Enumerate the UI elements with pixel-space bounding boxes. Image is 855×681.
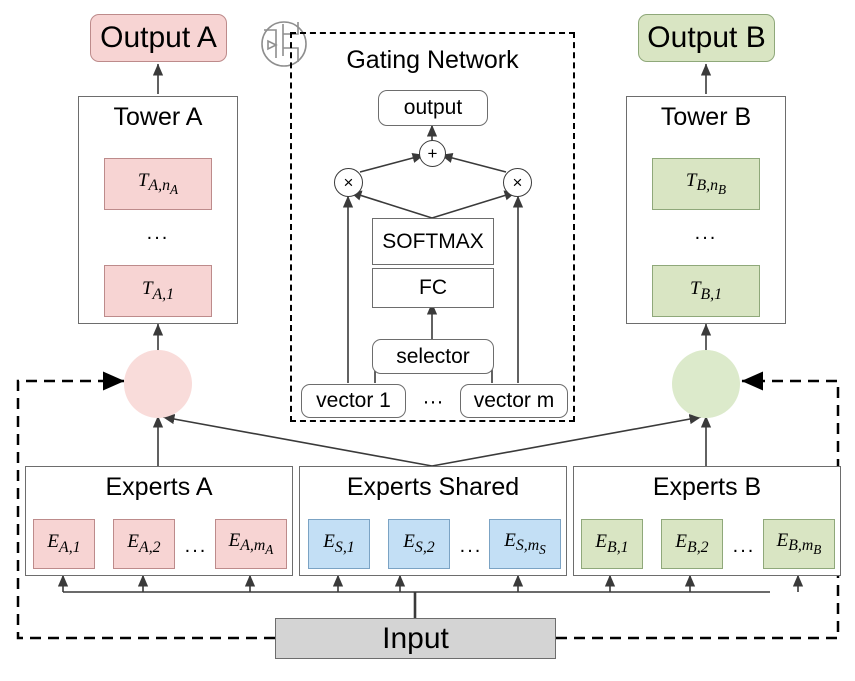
softmax-box[interactable]: SOFTMAX bbox=[372, 218, 494, 265]
multiply-operator-left: × bbox=[334, 168, 363, 197]
tower-b-ellipsis: ... bbox=[694, 222, 718, 244]
fc-box[interactable]: FC bbox=[372, 268, 494, 308]
experts-shared-title: Experts Shared bbox=[346, 473, 520, 501]
expert-cell[interactable]: EA,mA bbox=[215, 519, 287, 569]
tower-a-ellipsis: ... bbox=[146, 222, 170, 244]
expert-s-1-label: ES,1 bbox=[323, 531, 355, 556]
input-box[interactable]: Input bbox=[275, 618, 556, 659]
gating-network-panel bbox=[290, 32, 575, 422]
output-b-box[interactable]: Output B bbox=[638, 14, 775, 62]
tower-b-bottom-label: TB,1 bbox=[689, 278, 723, 303]
tower-a-top-label: TA,nA bbox=[137, 169, 179, 198]
gating-output-box[interactable]: output bbox=[378, 90, 488, 126]
plus-operator: + bbox=[419, 140, 446, 167]
tower-a-top-cell[interactable]: TA,nA bbox=[104, 158, 212, 210]
vector-first-label: vector 1 bbox=[316, 389, 391, 412]
expert-b-1-label: EB,1 bbox=[595, 531, 629, 556]
expert-cell[interactable]: EA,1 bbox=[33, 519, 95, 569]
input-label: Input bbox=[382, 621, 449, 655]
vector-ellipsis: ··· bbox=[422, 390, 444, 413]
expert-s-m-label: ES,mS bbox=[504, 529, 546, 558]
output-b-label: Output B bbox=[647, 21, 766, 54]
tower-b-bottom-cell[interactable]: TB,1 bbox=[652, 265, 760, 317]
multiply-operator-right: × bbox=[503, 168, 532, 197]
expert-a-1-label: EA,1 bbox=[47, 531, 81, 556]
tower-b-title: Tower B bbox=[660, 103, 752, 131]
expert-cell[interactable]: ES,1 bbox=[308, 519, 370, 569]
tower-b-top-label: TB,nB bbox=[685, 169, 727, 198]
expert-cell[interactable]: ES,mS bbox=[489, 519, 561, 569]
expert-a-m-label: EA,mA bbox=[228, 529, 274, 558]
expert-cell[interactable]: EA,2 bbox=[113, 519, 175, 569]
experts-b-title: Experts B bbox=[652, 473, 762, 501]
expert-a-2-label: EA,2 bbox=[127, 531, 161, 556]
experts-b-ellipsis: ... bbox=[732, 535, 756, 557]
output-a-label: Output A bbox=[100, 21, 217, 54]
experts-shared-ellipsis: ... bbox=[459, 535, 483, 557]
gate-b-icon[interactable] bbox=[672, 350, 740, 418]
tower-a-title: Tower A bbox=[113, 103, 203, 131]
gating-network-title: Gating Network bbox=[346, 46, 519, 74]
multiply-right-symbol: × bbox=[512, 172, 523, 192]
experts-a-title: Experts A bbox=[105, 473, 213, 501]
tower-a-bottom-cell[interactable]: TA,1 bbox=[104, 265, 212, 317]
gate-a-icon[interactable] bbox=[124, 350, 192, 418]
gating-output-label: output bbox=[403, 96, 463, 119]
expert-cell[interactable]: EB,2 bbox=[661, 519, 723, 569]
softmax-label: SOFTMAX bbox=[382, 229, 484, 253]
expert-b-2-label: EB,2 bbox=[675, 531, 709, 556]
plus-operator-symbol: + bbox=[427, 143, 438, 163]
expert-s-2-label: ES,2 bbox=[403, 531, 435, 556]
output-a-box[interactable]: Output A bbox=[90, 14, 227, 62]
selector-label: selector bbox=[396, 344, 470, 368]
vector-first-box[interactable]: vector 1 bbox=[301, 384, 406, 418]
tower-b-top-cell[interactable]: TB,nB bbox=[652, 158, 760, 210]
expert-cell[interactable]: EB,1 bbox=[581, 519, 643, 569]
expert-b-m-label: EB,mB bbox=[776, 529, 822, 558]
vector-last-box[interactable]: vector m bbox=[460, 384, 568, 418]
vector-last-label: vector m bbox=[473, 389, 555, 412]
experts-a-ellipsis: ... bbox=[184, 535, 208, 557]
selector-box[interactable]: selector bbox=[372, 339, 494, 374]
expert-cell[interactable]: ES,2 bbox=[388, 519, 450, 569]
tower-a-bottom-label: TA,1 bbox=[141, 278, 175, 303]
multiply-left-symbol: × bbox=[343, 172, 354, 192]
expert-cell[interactable]: EB,mB bbox=[763, 519, 835, 569]
fc-label: FC bbox=[419, 276, 447, 299]
